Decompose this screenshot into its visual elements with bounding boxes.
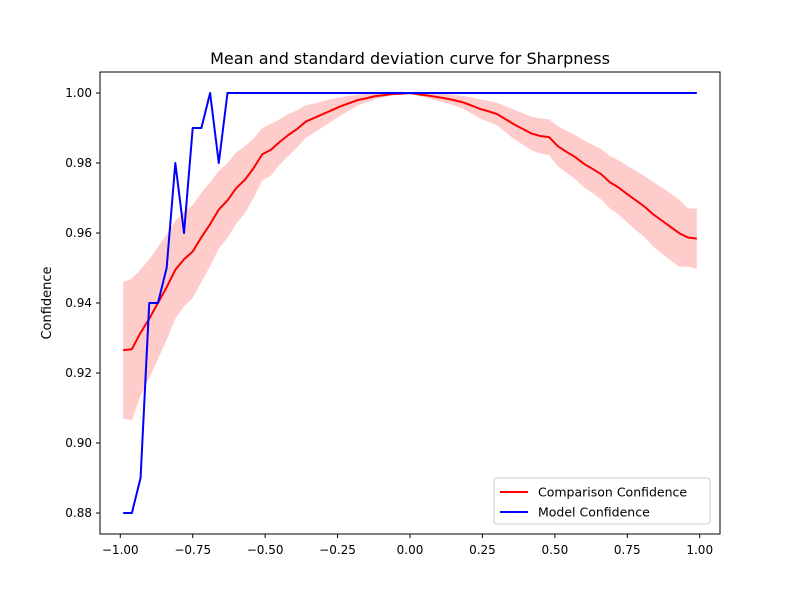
x-tick-label: −0.75 [174, 543, 211, 557]
y-tick-label: 0.94 [65, 296, 92, 310]
x-tick-label: 1.00 [686, 543, 713, 557]
legend-label: Comparison Confidence [538, 485, 687, 500]
model-confidence-line [123, 92, 697, 514]
chart-title: Mean and standard deviation curve for Sh… [210, 49, 610, 68]
x-tick-label: 0.00 [397, 543, 424, 557]
y-tick-label: 0.90 [65, 436, 92, 450]
axes: −1.00 −0.75 −0.50 −0.25 0.00 0.25 0.50 0.75 1.00… [65, 71, 721, 557]
y-axis-label: Confidence [40, 266, 55, 339]
comparison-std-band [123, 93, 697, 421]
x-tick-label: 0.50 [542, 543, 569, 557]
y-tick-label: 0.92 [65, 366, 92, 380]
y-tick-label: 0.96 [65, 226, 92, 240]
x-tick-label: 0.75 [614, 543, 641, 557]
y-tick-label: 1.00 [65, 86, 92, 100]
x-tick-label: −0.25 [319, 543, 356, 557]
legend-label: Model Confidence [538, 505, 650, 520]
x-tick-label: −1.00 [102, 543, 139, 557]
y-tick-label: 0.98 [65, 156, 92, 170]
legend-box [493, 477, 711, 525]
x-tick-label: 0.25 [469, 543, 496, 557]
plot-area [123, 92, 697, 514]
x-tick-label: −0.50 [247, 543, 284, 557]
legend: Comparison Confidence Model Confidence [493, 477, 711, 525]
y-tick-label: 0.88 [65, 506, 92, 520]
